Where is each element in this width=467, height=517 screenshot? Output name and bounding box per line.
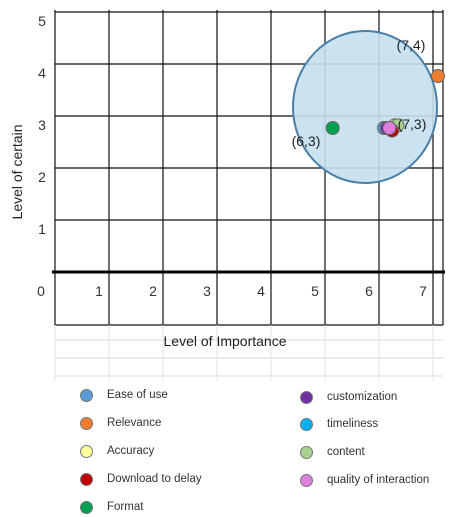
legend-marker bbox=[80, 500, 93, 514]
x-tick-label: 6 bbox=[365, 283, 373, 299]
y-tick-label: 1 bbox=[38, 221, 46, 237]
legend-label: Relevance bbox=[107, 417, 162, 429]
legend-label: Ease of use bbox=[107, 389, 168, 401]
scatter-chart: 0 1 2 3 4 5 6 7 1 2 3 4 5 Level of Importance Level… bbox=[9, 10, 445, 381]
legend-marker bbox=[80, 416, 93, 430]
legend-label: quality of interaction bbox=[327, 474, 430, 486]
legend-label: Accuracy bbox=[107, 445, 155, 457]
point-annotation: (6,3) bbox=[292, 133, 321, 149]
x-tick-label: 3 bbox=[203, 283, 211, 299]
x-tick-label: 0 bbox=[37, 283, 45, 299]
legend-item: Accuracy bbox=[80, 441, 154, 461]
legend-item: Download to delay bbox=[80, 469, 202, 489]
legend-item: Format bbox=[80, 497, 143, 517]
x-tick-label: 1 bbox=[95, 283, 103, 299]
legend-marker bbox=[80, 472, 93, 486]
legend-marker bbox=[80, 388, 93, 402]
x-tick-labels: 0 1 2 3 4 5 6 7 bbox=[37, 283, 427, 299]
y-tick-label: 5 bbox=[38, 13, 46, 29]
legend-item: customization bbox=[300, 387, 397, 407]
legend-item: Ease of use bbox=[80, 385, 168, 405]
legend-marker bbox=[80, 444, 93, 458]
data-point-relevance bbox=[431, 69, 445, 83]
legend-label: customization bbox=[327, 391, 398, 403]
legend-marker bbox=[300, 390, 313, 404]
data-points bbox=[325, 69, 445, 138]
y-axis-label: Level of certain bbox=[9, 125, 25, 220]
legend-item: timeliness bbox=[300, 414, 378, 434]
y-tick-label: 4 bbox=[38, 65, 46, 81]
point-annotation: (7,3) bbox=[398, 116, 427, 132]
x-tick-label: 2 bbox=[149, 283, 157, 299]
legend-marker bbox=[300, 473, 313, 487]
legend-marker bbox=[300, 445, 313, 459]
y-tick-label: 3 bbox=[38, 117, 46, 133]
y-tick-label: 2 bbox=[38, 169, 46, 185]
chart-legend: Ease of use Relevance Accuracy Download to … bbox=[60, 381, 467, 515]
x-axis-label: Level of Importance bbox=[164, 333, 287, 349]
legend-label: timeliness bbox=[327, 418, 379, 430]
legend-item: Relevance bbox=[80, 413, 161, 433]
lower-grid-rows bbox=[54, 325, 443, 381]
y-tick-labels: 1 2 3 4 5 bbox=[38, 13, 46, 237]
x-tick-label: 5 bbox=[311, 283, 319, 299]
legend-item: content bbox=[300, 442, 365, 462]
legend-label: Format bbox=[107, 501, 144, 513]
legend-label: Download to delay bbox=[107, 473, 202, 485]
point-annotations: (7,4) (6,3) (7,3) bbox=[292, 37, 427, 149]
data-point-format bbox=[325, 121, 340, 135]
legend-marker bbox=[300, 417, 313, 431]
highlight-circle bbox=[292, 30, 438, 184]
point-annotation: (7,4) bbox=[397, 37, 426, 53]
legend-item: quality of interaction bbox=[300, 470, 429, 490]
x-tick-label: 4 bbox=[257, 283, 265, 299]
x-tick-label: 7 bbox=[419, 283, 427, 299]
legend-label: content bbox=[327, 446, 365, 458]
data-point-quality-of-interaction bbox=[382, 121, 397, 135]
